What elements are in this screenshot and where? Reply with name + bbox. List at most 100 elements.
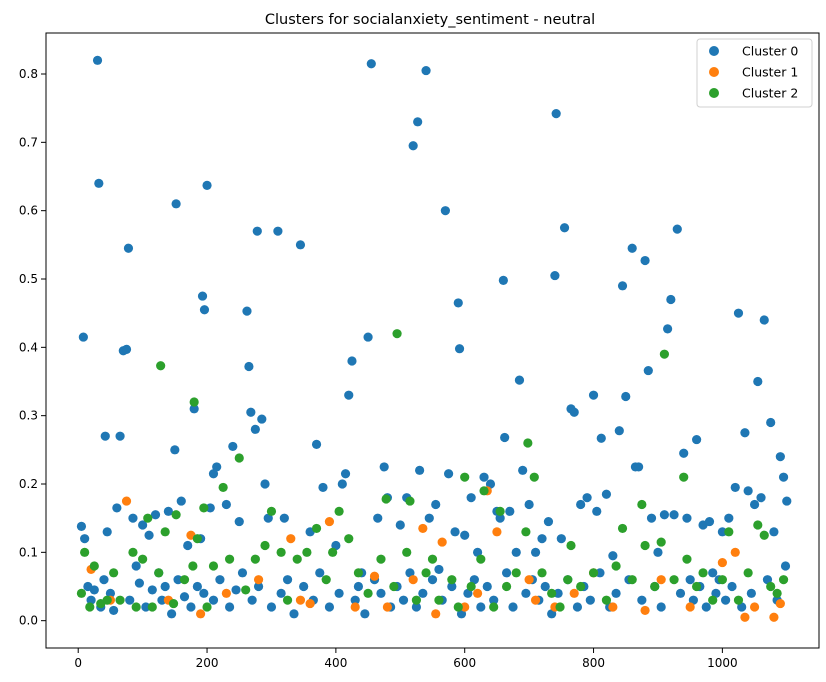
data-point <box>489 602 499 612</box>
data-point <box>495 513 505 523</box>
data-point <box>498 275 508 285</box>
data-point <box>202 602 212 612</box>
data-point <box>724 513 734 523</box>
data-point <box>634 462 644 472</box>
data-point <box>199 588 209 598</box>
data-point <box>331 540 341 551</box>
data-point <box>434 595 444 605</box>
data-point <box>360 609 370 619</box>
data-point <box>171 199 181 209</box>
data-point <box>173 575 183 585</box>
data-point <box>92 55 103 65</box>
data-point <box>80 547 90 557</box>
legend-box <box>696 38 813 108</box>
data-point <box>679 448 689 458</box>
data-point <box>682 554 692 564</box>
data-point <box>717 575 727 585</box>
data-point <box>418 588 428 598</box>
data-point <box>286 534 296 544</box>
data-point <box>489 595 499 605</box>
data-point <box>447 575 457 585</box>
data-point <box>501 568 512 578</box>
data-point <box>350 595 360 605</box>
points-layer <box>76 55 792 622</box>
data-point <box>273 226 283 236</box>
data-point <box>247 595 257 605</box>
data-point <box>105 588 116 598</box>
x-tick-label: 400 <box>324 656 347 670</box>
data-point <box>782 496 792 506</box>
data-point <box>679 472 689 482</box>
data-point <box>381 494 391 504</box>
data-point <box>168 598 179 609</box>
data-point <box>711 588 721 598</box>
data-point <box>208 595 219 605</box>
data-point <box>121 496 132 506</box>
data-point <box>324 602 335 612</box>
data-point <box>413 117 423 127</box>
data-point <box>224 554 235 564</box>
data-point <box>572 602 583 612</box>
data-point <box>646 513 657 523</box>
data-point <box>769 527 779 537</box>
data-point <box>447 581 457 592</box>
x-tick-label: 800 <box>582 656 605 670</box>
data-point <box>311 439 322 449</box>
data-point <box>276 547 286 557</box>
data-point <box>692 581 702 592</box>
data-point <box>295 240 306 250</box>
data-point <box>150 510 161 520</box>
data-point <box>501 581 512 592</box>
data-point <box>469 575 479 585</box>
data-point <box>257 414 267 424</box>
data-point <box>228 441 238 452</box>
data-point <box>769 612 779 622</box>
data-point <box>234 453 244 463</box>
data-point <box>434 564 444 575</box>
data-point <box>762 575 773 585</box>
data-point <box>685 602 695 612</box>
data-point <box>514 375 525 385</box>
data-point <box>775 452 785 462</box>
data-point <box>659 349 670 359</box>
data-point <box>179 592 190 602</box>
data-point <box>318 482 328 493</box>
data-point <box>369 571 380 581</box>
data-point <box>450 527 460 537</box>
data-point <box>698 568 708 578</box>
data-point <box>547 588 557 598</box>
data-point <box>253 575 264 585</box>
data-point <box>263 513 273 523</box>
data-point <box>737 602 747 612</box>
data-point <box>529 472 539 482</box>
data-point <box>125 595 135 605</box>
data-point <box>537 534 547 544</box>
data-point <box>766 417 776 428</box>
data-point <box>485 479 496 489</box>
data-point <box>640 605 650 616</box>
data-point <box>721 595 731 605</box>
data-point <box>621 391 631 402</box>
data-point <box>582 493 592 503</box>
data-point <box>218 482 228 493</box>
y-tick-label: 0.4 <box>19 340 38 354</box>
data-point <box>753 376 763 387</box>
data-point <box>772 588 782 598</box>
data-point <box>376 554 386 564</box>
data-point <box>231 585 241 595</box>
data-point <box>94 178 104 188</box>
data-point <box>78 332 88 342</box>
data-point <box>282 575 293 585</box>
data-point <box>511 547 521 557</box>
data-point <box>302 547 312 557</box>
data-point <box>131 561 141 571</box>
data-point <box>708 568 718 578</box>
data-point <box>727 581 737 592</box>
data-point <box>147 602 157 612</box>
data-point <box>508 602 518 612</box>
data-point <box>279 513 289 523</box>
data-point <box>212 462 222 472</box>
data-point <box>437 537 447 547</box>
data-point <box>282 595 293 605</box>
data-point <box>85 602 95 612</box>
